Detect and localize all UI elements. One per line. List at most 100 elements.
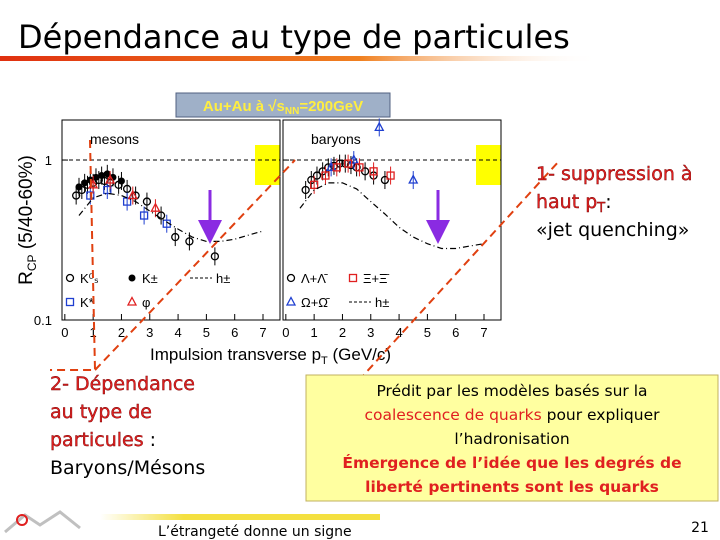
data-point [307, 175, 316, 185]
y-label-end: (5/40-60%) [16, 155, 37, 254]
x-label-sub: T [321, 355, 328, 367]
data-point [355, 163, 364, 172]
box-line: l’hadronisation [454, 430, 569, 448]
data-point [103, 185, 112, 195]
figure: Au+Au à √sNN=200GeV RCP (5/40-60%) Impul… [10, 75, 510, 367]
data-point [105, 174, 116, 184]
x-tick-label: 3 [146, 325, 153, 340]
data-point [139, 211, 149, 220]
legend-label: K* [80, 295, 94, 310]
legend-swatch [126, 296, 138, 306]
note-right: 1- suppression à haut pT: «jet quenching… [536, 163, 693, 241]
legend-label: Ξ+Ξ̄ [363, 271, 389, 286]
x-tick-label: 5 [203, 325, 210, 340]
legend-label: h± [375, 295, 389, 310]
legend-swatch [285, 296, 297, 306]
box-background [305, 374, 719, 502]
logo [4, 510, 81, 534]
note-line: haut pT: [536, 191, 612, 216]
legend-label: Λ+Λ̄ [301, 271, 328, 286]
y-tick-label: 0.1 [34, 313, 52, 328]
note-line: particules : [50, 429, 156, 451]
x-tick-label: 2 [339, 325, 346, 340]
data-point [109, 173, 117, 181]
note-text: : [605, 191, 611, 213]
y-tick-label: 1 [45, 153, 52, 168]
box-text: pour expliquer [542, 406, 660, 424]
box-line: liberté pertinents sont les quarks [365, 478, 659, 496]
curve [78, 192, 264, 243]
data-point [122, 184, 132, 194]
data-point [374, 121, 385, 132]
footer-rule [100, 514, 380, 520]
x-axis-label: Impulsion transverse pT (GeV/c) [150, 345, 391, 367]
box-line: Émergence de l’idée que les degrés de [342, 453, 681, 472]
data-point [369, 167, 378, 176]
data-point [117, 177, 125, 185]
data-point [309, 180, 319, 189]
logo [16, 514, 28, 526]
data-point [185, 237, 194, 246]
x-label-text: Impulsion transverse p [150, 345, 321, 364]
legend-label: Ω+Ω̄ [301, 295, 330, 310]
data-point [92, 173, 100, 181]
note-line: au type de [50, 401, 152, 423]
energy-text: Au+Au à √s [203, 98, 285, 115]
x-tick-label: 6 [231, 325, 238, 340]
y-label-text: R [16, 271, 37, 285]
energy-sub: NN [285, 106, 299, 117]
data-point [332, 163, 341, 172]
legend-swatch [286, 273, 296, 283]
x-tick-label: 7 [259, 325, 266, 340]
note-line: 1- suppression à [536, 163, 693, 185]
x-tick-label: 1 [311, 325, 318, 340]
footer-text: L’étrangeté donne un signe [158, 524, 352, 540]
x-tick-label: 0 [61, 325, 68, 340]
arrows [50, 139, 561, 391]
dashed-pointer [94, 159, 296, 371]
curve [299, 182, 485, 250]
legend-label: K⁰ₛ [80, 271, 99, 286]
data-point [127, 189, 138, 200]
data-point [72, 191, 81, 200]
panel-frame [282, 119, 502, 321]
data-point [98, 172, 106, 180]
data-point [122, 197, 132, 206]
x-tick-label: 4 [174, 325, 181, 340]
x-tick-label: 4 [395, 325, 402, 340]
x-label-end: (GeV/c) [328, 345, 391, 364]
energy-box [175, 92, 391, 118]
panel-label: baryons [311, 131, 361, 147]
page-number: 21 [691, 520, 709, 536]
highlight [476, 145, 501, 185]
x-tick-label: 0 [282, 325, 289, 340]
data-point [142, 197, 152, 206]
legend-swatch [65, 273, 75, 283]
legend-swatch [128, 274, 136, 282]
conclusion-box: Prédit par les modèles basés sur la coal… [305, 374, 719, 502]
box-line: Prédit par les modèles basés sur la [376, 382, 647, 400]
footer: L’étrangeté donne un signe 21 [4, 510, 709, 540]
highlight [255, 145, 280, 185]
x-tick-label: 1 [90, 325, 97, 340]
x-tick-label: 5 [424, 325, 431, 340]
note-text: haut p [536, 191, 597, 213]
x-tick-label: 2 [118, 325, 125, 340]
legend-label: h± [216, 271, 230, 286]
energy-label: Au+Au à √sNN=200GeV [203, 98, 363, 117]
y-label-sub: CP [25, 254, 39, 271]
note-line: 2- Dépendance [50, 373, 195, 395]
data-point [103, 170, 111, 178]
note-text: particules [50, 429, 144, 451]
energy-end: =200GeV [299, 98, 363, 115]
figure-background [10, 75, 510, 365]
box-text: coalescence de quarks [364, 406, 541, 424]
data-point [171, 232, 180, 242]
x-tick-label: 7 [480, 325, 487, 340]
data-point [343, 159, 353, 168]
note-sub: T [596, 201, 605, 216]
data-point [150, 202, 161, 212]
title-rule [0, 56, 600, 61]
data-point [318, 167, 327, 176]
